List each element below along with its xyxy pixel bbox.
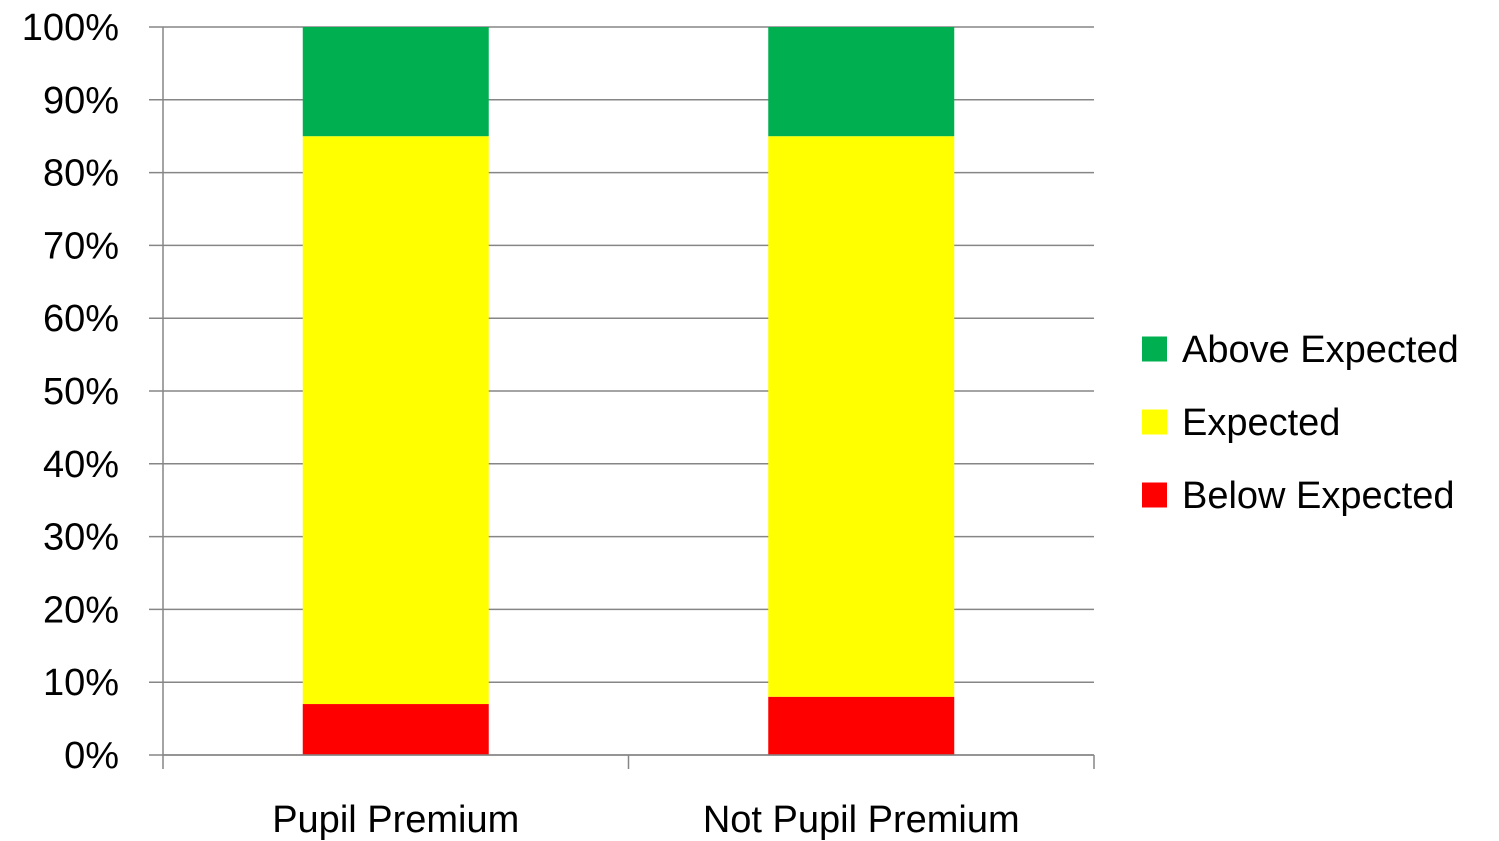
legend-item: Expected [1142,402,1340,444]
legend-swatch [1142,482,1167,508]
y-tick-label: 60% [43,298,119,340]
x-tick-label: Pupil Premium [272,799,519,841]
legend-label: Above Expected [1182,329,1459,371]
y-tick-label: 30% [43,517,119,559]
y-tick-label: 70% [43,225,119,267]
bar-segment-above-expected [302,27,489,137]
legend-item: Below Expected [1142,475,1455,517]
legend-swatch [1142,336,1167,362]
y-tick-label: 0% [64,735,119,777]
y-tick-label: 90% [43,80,119,122]
y-tick-label: 40% [43,444,119,486]
y-tick-label: 10% [43,662,119,704]
y-tick-label: 20% [43,589,119,631]
bars [302,27,955,755]
legend-label: Below Expected [1182,475,1455,517]
y-tick-label: 50% [43,371,119,413]
bar-segment-below-expected [768,696,955,755]
y-tick-label: 100% [22,7,119,49]
x-tick-label: Not Pupil Premium [703,799,1020,841]
legend-label: Expected [1182,402,1340,444]
legend-swatch [1142,409,1167,435]
legend: Above Expected Expected Below Expected [1142,329,1459,517]
y-tick-label: 80% [43,153,119,195]
axes [162,27,1095,769]
bar-segment-above-expected [768,27,955,137]
bar-segment-expected [768,136,955,697]
legend-item: Above Expected [1142,329,1459,371]
x-axis-tick-labels: Pupil Premium Not Pupil Premium [272,799,1019,841]
y-axis-tick-labels: 0% 10% 20% 30% 40% 50% 60% 70% 80% 90% 100% [22,7,119,777]
bar-segment-expected [302,136,489,705]
bar-segment-below-expected [302,704,489,755]
